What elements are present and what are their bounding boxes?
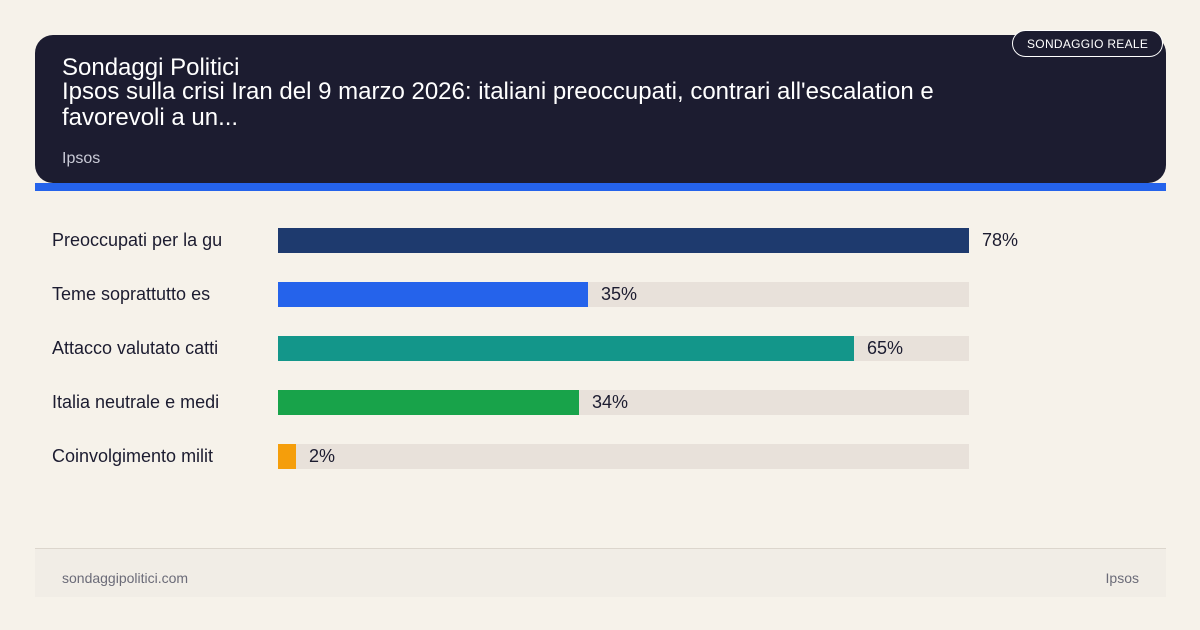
header-card: Sondaggi Politici Ipsos sulla crisi Iran… bbox=[35, 35, 1166, 183]
bar bbox=[278, 228, 969, 253]
bar-label: Italia neutrale e medi bbox=[52, 392, 220, 412]
header-accent-bar bbox=[35, 183, 1166, 191]
bar bbox=[278, 390, 579, 415]
bar-value-label: 34% bbox=[592, 392, 629, 412]
bar bbox=[278, 444, 296, 469]
bar-label: Attacco valutato catti bbox=[52, 338, 219, 358]
status-badge: SONDAGGIO REALE bbox=[1012, 30, 1164, 57]
footer: sondaggipolitici.com Ipsos bbox=[35, 548, 1166, 597]
bar-value-label: 35% bbox=[601, 284, 638, 304]
footer-source: Ipsos bbox=[1105, 570, 1139, 586]
bar-value-label: 65% bbox=[867, 338, 904, 358]
bar-track bbox=[278, 444, 969, 469]
site-name: Sondaggi Politici bbox=[62, 54, 240, 81]
source-label: Ipsos bbox=[62, 150, 101, 167]
bar bbox=[278, 336, 854, 361]
bar-value-label: 78% bbox=[982, 230, 1019, 250]
page-title: Ipsos sulla crisi Iran del 9 marzo 2026:… bbox=[62, 78, 934, 131]
bar-label: Teme soprattutto es bbox=[52, 284, 211, 304]
bar bbox=[278, 282, 588, 307]
bar-label: Preoccupati per la gu bbox=[52, 230, 223, 250]
bar-value-label: 2% bbox=[309, 446, 336, 466]
bar-label: Coinvolgimento milit bbox=[52, 446, 214, 466]
footer-site-link[interactable]: sondaggipolitici.com bbox=[62, 570, 189, 586]
